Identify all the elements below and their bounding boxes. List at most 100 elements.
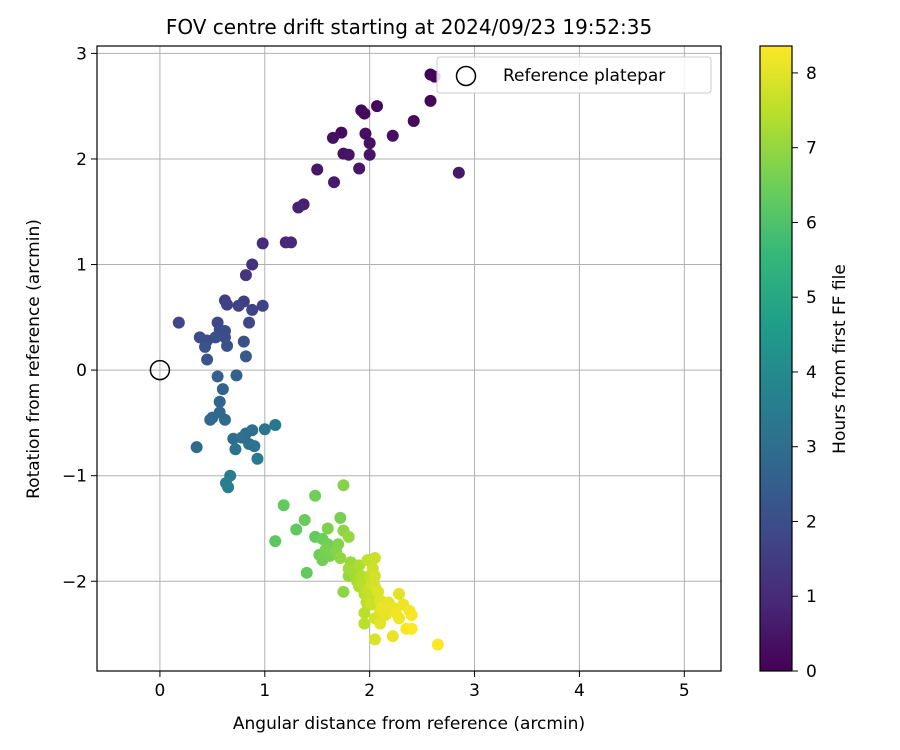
data-point bbox=[326, 131, 339, 144]
data-point bbox=[371, 100, 384, 113]
y-tick-label: −1 bbox=[62, 467, 87, 487]
data-point bbox=[386, 129, 399, 142]
data-point bbox=[237, 335, 250, 348]
data-point bbox=[376, 601, 389, 614]
legend: Reference platepar bbox=[436, 56, 712, 94]
data-point bbox=[363, 148, 376, 161]
data-point bbox=[405, 622, 418, 635]
data-point bbox=[239, 269, 252, 282]
y-tick-label: −2 bbox=[62, 572, 87, 592]
data-point bbox=[221, 298, 234, 311]
colorbar-tick-label: 3 bbox=[806, 438, 817, 458]
data-points bbox=[172, 68, 465, 651]
data-point bbox=[229, 443, 242, 456]
data-point bbox=[368, 552, 381, 565]
legend-marker bbox=[455, 65, 477, 87]
data-point bbox=[358, 107, 371, 120]
data-point bbox=[311, 163, 324, 176]
data-point bbox=[258, 423, 271, 436]
data-point bbox=[246, 303, 259, 316]
data-point bbox=[248, 440, 261, 453]
colorbar-tick-label: 2 bbox=[806, 512, 817, 532]
y-tick-label: 1 bbox=[76, 256, 87, 276]
legend-label: Reference platepar bbox=[503, 66, 665, 86]
plot-frame bbox=[96, 45, 722, 672]
x-tick-label: 3 bbox=[469, 681, 480, 701]
data-point bbox=[359, 127, 372, 140]
y-axis-ticks: −2 −1 0 1 2 3 bbox=[62, 44, 97, 592]
colorbar-bar bbox=[759, 45, 793, 672]
colorbar-ticks: 0 1 2 3 4 5 6 7 8 bbox=[792, 64, 817, 682]
colorbar-label: Hours from first FF file bbox=[830, 264, 850, 454]
data-point bbox=[353, 162, 366, 175]
data-point bbox=[386, 630, 399, 643]
data-point bbox=[358, 617, 371, 630]
data-point bbox=[190, 441, 203, 454]
data-point bbox=[230, 369, 243, 382]
data-point bbox=[251, 452, 264, 465]
data-point bbox=[319, 543, 332, 556]
data-point bbox=[290, 523, 303, 536]
data-point bbox=[337, 479, 350, 492]
data-point bbox=[328, 176, 341, 189]
colorbar-tick-label: 6 bbox=[806, 213, 817, 233]
data-point bbox=[300, 566, 313, 579]
colorbar-tick-label: 5 bbox=[806, 288, 817, 308]
data-point bbox=[222, 481, 235, 494]
x-tick-label: 1 bbox=[259, 681, 270, 701]
data-point bbox=[269, 535, 282, 548]
data-point bbox=[213, 395, 226, 408]
data-point bbox=[216, 383, 229, 396]
legend-box bbox=[436, 56, 712, 94]
x-tick-label: 0 bbox=[155, 681, 166, 701]
chart-title: FOV centre drift starting at 2024/09/23 … bbox=[166, 15, 652, 39]
data-point bbox=[342, 148, 355, 161]
y-tick-label: 2 bbox=[76, 150, 87, 170]
data-point bbox=[172, 316, 185, 329]
x-tick-label: 4 bbox=[574, 681, 585, 701]
data-point bbox=[246, 258, 259, 271]
data-point bbox=[201, 353, 214, 366]
y-tick-label: 0 bbox=[76, 361, 87, 381]
data-point bbox=[204, 413, 217, 426]
data-point bbox=[256, 237, 269, 250]
data-point bbox=[358, 606, 371, 619]
data-point bbox=[211, 370, 224, 383]
colorbar-tick-label: 1 bbox=[806, 587, 817, 607]
data-point bbox=[393, 587, 406, 600]
data-point bbox=[337, 585, 350, 598]
data-point bbox=[368, 633, 381, 646]
data-point bbox=[334, 511, 347, 524]
data-point bbox=[407, 114, 420, 127]
data-point bbox=[239, 350, 252, 363]
data-point bbox=[269, 419, 282, 432]
colorbar-tick-label: 7 bbox=[806, 139, 817, 159]
data-point bbox=[393, 612, 406, 625]
data-point bbox=[368, 569, 381, 582]
reference-platepar-marker bbox=[149, 359, 171, 381]
x-tick-label: 2 bbox=[364, 681, 375, 701]
data-point bbox=[277, 499, 290, 512]
plot-area: 0 1 2 3 4 5 −2 −1 0 1 2 3 bbox=[62, 44, 722, 701]
data-point bbox=[246, 424, 259, 437]
data-point bbox=[342, 530, 355, 543]
colorbar-tick-label: 8 bbox=[806, 64, 817, 84]
data-point bbox=[199, 340, 212, 353]
data-point bbox=[218, 413, 231, 426]
data-point bbox=[309, 489, 322, 502]
data-point bbox=[405, 609, 418, 622]
y-axis-label: Rotation from reference (arcmin) bbox=[24, 219, 44, 499]
colorbar: 0 1 2 3 4 5 6 7 8 Hours from first FF file bbox=[759, 45, 850, 682]
data-point bbox=[298, 514, 311, 527]
x-tick-label: 5 bbox=[679, 681, 690, 701]
data-point bbox=[285, 236, 298, 249]
plot-background bbox=[97, 46, 721, 671]
data-point bbox=[256, 299, 269, 312]
data-point bbox=[292, 201, 305, 214]
data-point bbox=[452, 166, 465, 179]
data-point bbox=[363, 137, 376, 150]
data-point bbox=[334, 552, 347, 565]
data-point bbox=[209, 331, 222, 344]
data-point bbox=[221, 339, 234, 352]
